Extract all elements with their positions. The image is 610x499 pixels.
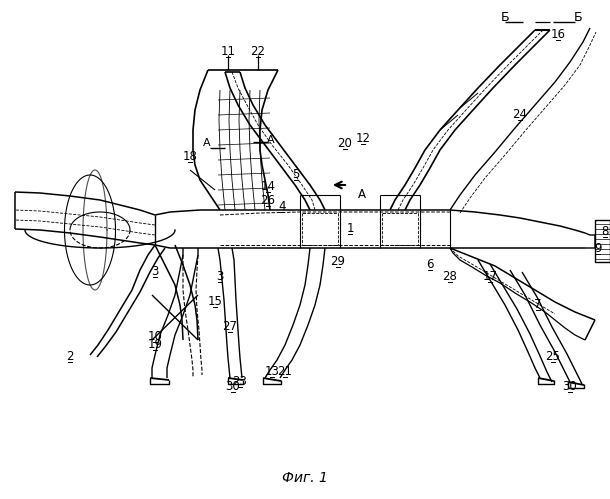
Text: 3: 3 [217, 270, 224, 283]
Text: 15: 15 [207, 295, 223, 308]
Text: Фиг. 1: Фиг. 1 [282, 471, 328, 485]
Text: А: А [203, 138, 211, 148]
Text: А: А [267, 135, 275, 145]
Text: 2: 2 [66, 350, 74, 363]
Text: 6: 6 [426, 258, 434, 271]
Text: 10: 10 [148, 330, 162, 343]
Text: 1: 1 [346, 222, 354, 235]
Text: 13: 13 [265, 365, 279, 378]
Text: 8: 8 [601, 225, 609, 238]
Text: 18: 18 [182, 150, 198, 163]
Text: 16: 16 [550, 28, 565, 41]
Text: 19: 19 [148, 338, 162, 351]
Text: 20: 20 [337, 137, 353, 150]
Text: 22: 22 [251, 45, 265, 58]
Text: 27: 27 [223, 320, 237, 333]
Text: Б: Б [573, 10, 583, 23]
Text: 9: 9 [594, 242, 601, 255]
Text: 23: 23 [232, 375, 248, 388]
Text: 12: 12 [356, 132, 370, 145]
Text: 11: 11 [220, 45, 235, 58]
Text: А: А [358, 188, 366, 201]
Text: 7: 7 [534, 298, 542, 311]
Text: 25: 25 [545, 350, 561, 363]
Text: 28: 28 [443, 270, 458, 283]
Text: 17: 17 [483, 270, 498, 283]
Text: 4: 4 [278, 200, 285, 213]
Text: 5: 5 [292, 168, 300, 181]
Text: 14: 14 [260, 180, 276, 193]
Text: 21: 21 [278, 365, 293, 378]
Text: 29: 29 [331, 255, 345, 268]
Text: 30: 30 [562, 380, 578, 393]
Text: 26: 26 [260, 194, 276, 207]
Text: 30: 30 [226, 380, 240, 393]
Text: Б: Б [501, 10, 509, 23]
Text: 24: 24 [512, 108, 528, 121]
Text: 3: 3 [151, 265, 159, 278]
